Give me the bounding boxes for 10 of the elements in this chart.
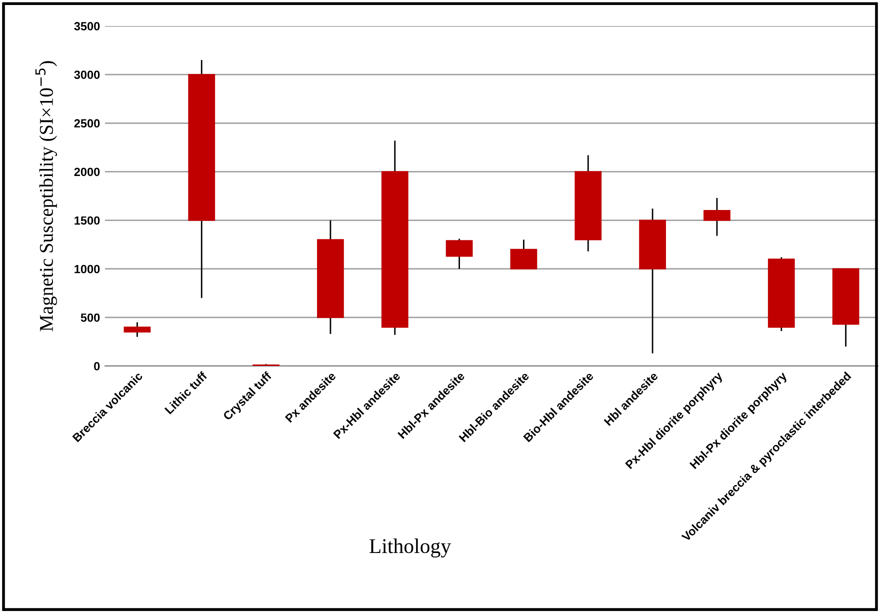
y-tick-label: 3500	[74, 22, 100, 30]
y-tick-label: 2000	[74, 168, 100, 176]
y-axis-title: Magnetic Susceptibility (SI×10$^{−5}$)	[35, 61, 57, 332]
y-tick-label: 0	[94, 362, 100, 370]
y-tick-label: 3000	[74, 70, 100, 79]
y-tick-label: 2500	[74, 119, 100, 128]
y-tick-label: 1500	[74, 216, 100, 225]
y-tick-label: 1000	[74, 264, 100, 274]
x-axis-title: Lithology	[370, 538, 452, 558]
y-tick-label: 500	[80, 313, 100, 322]
